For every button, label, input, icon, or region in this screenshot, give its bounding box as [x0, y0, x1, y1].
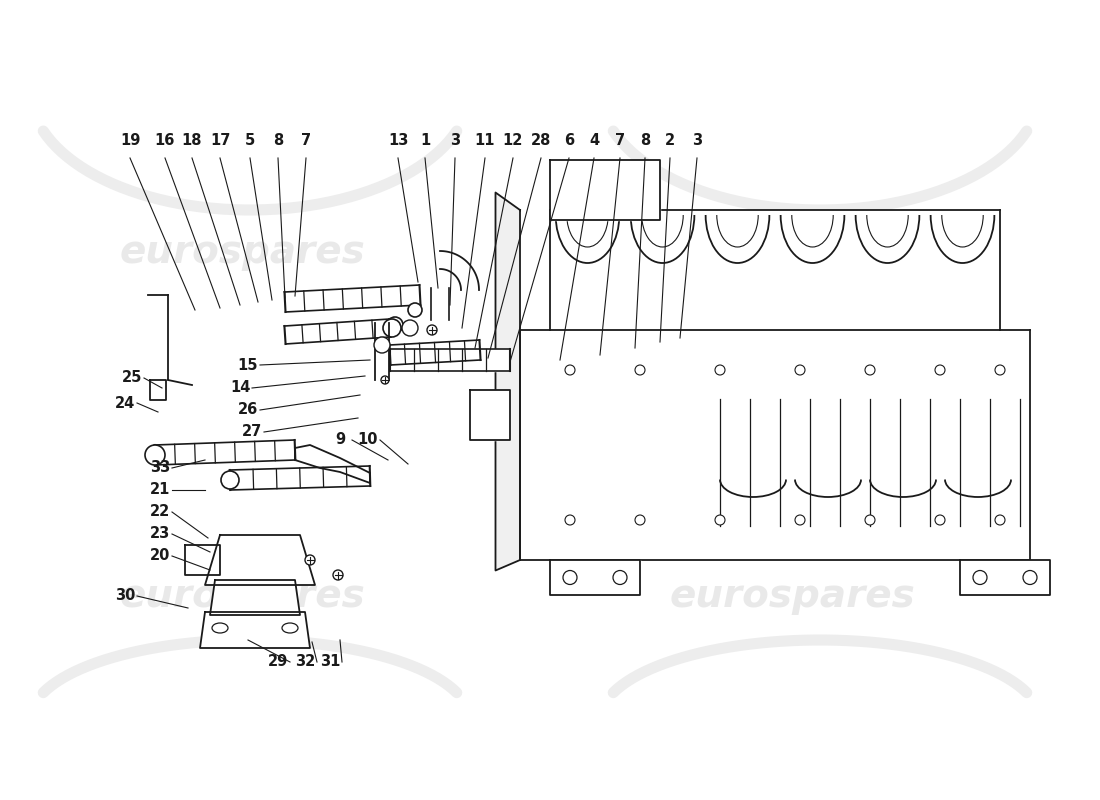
Circle shape	[145, 445, 165, 465]
Polygon shape	[431, 288, 449, 320]
Text: eurospares: eurospares	[119, 577, 365, 615]
Circle shape	[996, 365, 1005, 375]
Polygon shape	[210, 580, 300, 615]
Text: 6: 6	[564, 133, 574, 148]
Polygon shape	[230, 466, 371, 490]
Polygon shape	[495, 193, 520, 570]
Circle shape	[865, 365, 874, 375]
Circle shape	[715, 365, 725, 375]
Text: 2: 2	[664, 133, 675, 148]
Text: 8: 8	[273, 133, 283, 148]
Text: 13: 13	[388, 133, 408, 148]
Circle shape	[996, 515, 1005, 525]
Circle shape	[613, 570, 627, 585]
Circle shape	[1023, 570, 1037, 585]
Text: 30: 30	[114, 589, 135, 603]
Text: 4: 4	[588, 133, 600, 148]
Circle shape	[305, 555, 315, 565]
Circle shape	[865, 515, 874, 525]
Circle shape	[381, 376, 389, 384]
Text: 8: 8	[640, 133, 650, 148]
Polygon shape	[205, 535, 315, 585]
Text: 28: 28	[531, 133, 551, 148]
Text: 12: 12	[503, 133, 524, 148]
Text: 1: 1	[420, 133, 430, 148]
Text: eurospares: eurospares	[669, 233, 915, 271]
Text: 31: 31	[320, 654, 340, 670]
Text: 26: 26	[238, 402, 258, 418]
Text: eurospares: eurospares	[119, 233, 365, 271]
Text: 19: 19	[120, 133, 140, 148]
Circle shape	[635, 515, 645, 525]
Text: 15: 15	[238, 358, 258, 373]
Circle shape	[565, 365, 575, 375]
Circle shape	[565, 515, 575, 525]
Circle shape	[383, 319, 402, 337]
Text: 29: 29	[268, 654, 288, 670]
Circle shape	[635, 365, 645, 375]
Polygon shape	[550, 160, 660, 220]
Text: 20: 20	[150, 549, 170, 563]
Polygon shape	[960, 560, 1050, 595]
Circle shape	[795, 515, 805, 525]
Polygon shape	[285, 285, 420, 312]
Circle shape	[333, 570, 343, 580]
Text: 24: 24	[114, 395, 135, 410]
Text: 33: 33	[150, 461, 170, 475]
Polygon shape	[375, 323, 389, 380]
Polygon shape	[185, 545, 220, 575]
Text: 7: 7	[615, 133, 625, 148]
Text: 18: 18	[182, 133, 202, 148]
Text: 27: 27	[242, 425, 262, 439]
Text: 17: 17	[210, 133, 230, 148]
Text: 7: 7	[301, 133, 311, 148]
Circle shape	[408, 303, 422, 317]
Text: 3: 3	[692, 133, 702, 148]
Circle shape	[974, 570, 987, 585]
Text: 10: 10	[358, 433, 378, 447]
Polygon shape	[550, 560, 640, 595]
Circle shape	[221, 471, 239, 489]
Polygon shape	[470, 390, 510, 440]
Text: 21: 21	[150, 482, 170, 498]
Text: 5: 5	[245, 133, 255, 148]
Text: 32: 32	[295, 654, 315, 670]
Text: 22: 22	[150, 505, 170, 519]
Circle shape	[563, 570, 578, 585]
Text: 14: 14	[230, 381, 250, 395]
Polygon shape	[285, 319, 390, 344]
Ellipse shape	[282, 623, 298, 633]
Polygon shape	[520, 330, 1030, 560]
Circle shape	[715, 515, 725, 525]
Text: 9: 9	[334, 433, 345, 447]
Circle shape	[387, 317, 403, 333]
Polygon shape	[550, 210, 1000, 330]
Circle shape	[427, 325, 437, 335]
Polygon shape	[390, 349, 510, 371]
Polygon shape	[150, 380, 166, 400]
Polygon shape	[389, 340, 481, 365]
Polygon shape	[200, 612, 310, 648]
Text: 25: 25	[122, 370, 142, 386]
Polygon shape	[295, 445, 370, 483]
Polygon shape	[155, 440, 296, 465]
Polygon shape	[440, 251, 478, 290]
Text: 11: 11	[475, 133, 495, 148]
Circle shape	[374, 337, 390, 353]
Text: eurospares: eurospares	[669, 577, 915, 615]
Text: 3: 3	[450, 133, 460, 148]
Circle shape	[935, 515, 945, 525]
Text: 16: 16	[155, 133, 175, 148]
Circle shape	[935, 365, 945, 375]
Circle shape	[795, 365, 805, 375]
Circle shape	[402, 320, 418, 336]
Ellipse shape	[212, 623, 228, 633]
Text: 23: 23	[150, 526, 170, 542]
